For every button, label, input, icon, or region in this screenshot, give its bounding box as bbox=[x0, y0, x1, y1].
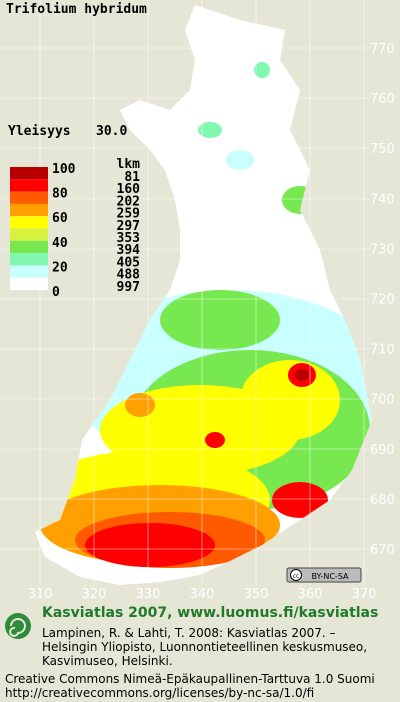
grid-y-label: 760 bbox=[370, 92, 395, 107]
legend-scale-label: 100 bbox=[52, 162, 76, 177]
count-header: lkm bbox=[117, 157, 141, 172]
grid-x-label: 340 bbox=[190, 587, 215, 602]
legend-count: 81 bbox=[124, 170, 140, 185]
grid-x-label: 350 bbox=[244, 587, 269, 602]
legend-count: 297 bbox=[117, 219, 140, 234]
grid-y-label: 690 bbox=[370, 443, 395, 458]
grid-x-label: 310 bbox=[28, 587, 53, 602]
grid-y-label: 740 bbox=[370, 192, 395, 207]
legend-swatch bbox=[10, 240, 48, 254]
grid-lines bbox=[0, 0, 370, 585]
frequency-value: 30.0 bbox=[96, 124, 127, 139]
legend-swatch bbox=[10, 203, 48, 217]
license-line: Creative Commons Nimeä-Epäkaupallinen-Ta… bbox=[5, 672, 375, 686]
frequency-label: Yleisyys bbox=[8, 124, 71, 139]
cc-badge: cc BY-NC-SA bbox=[286, 567, 362, 583]
distribution bbox=[35, 5, 372, 585]
legend-count: 394 bbox=[117, 243, 141, 258]
legend-swatch bbox=[10, 253, 48, 266]
grid-y-label: 680 bbox=[370, 493, 395, 508]
citation-line: Kasvimuseo, Helsinki. bbox=[42, 654, 173, 668]
legend-swatch bbox=[10, 228, 48, 241]
legend-scale-label: 80 bbox=[52, 187, 68, 202]
legend-count: 405 bbox=[117, 255, 140, 270]
legend-count: 353 bbox=[117, 231, 140, 246]
grid-y-label: 720 bbox=[370, 293, 395, 308]
legend-scale-label: 60 bbox=[52, 211, 68, 226]
badge-label: BY-NC-SA bbox=[311, 572, 349, 581]
legend-count: 997 bbox=[117, 280, 140, 295]
grid-x-label: 330 bbox=[136, 587, 161, 602]
grid-x-label: 370 bbox=[352, 587, 377, 602]
legend-scale-label: 20 bbox=[52, 260, 68, 275]
legend-count: 160 bbox=[117, 182, 141, 197]
legend-swatch bbox=[10, 179, 48, 192]
license-line: http://creativecommons.org/licenses/by-n… bbox=[5, 686, 314, 700]
citation-line: Lampinen, R. & Lahti, T. 2008: Kasviatla… bbox=[42, 626, 336, 640]
logo bbox=[5, 613, 31, 639]
grid-y-label: 730 bbox=[370, 242, 395, 257]
legend-count: 259 bbox=[117, 207, 140, 222]
citation-line: Helsingin Yliopisto, Luonnontieteellinen… bbox=[42, 640, 367, 654]
legend-count: 202 bbox=[117, 194, 140, 209]
grid-y-label: 770 bbox=[370, 42, 395, 57]
grid-x-label: 360 bbox=[298, 587, 323, 602]
grid-y-label: 670 bbox=[370, 543, 395, 558]
legend-swatch bbox=[10, 167, 48, 180]
legend-swatch bbox=[10, 191, 48, 204]
grid-x-label: 320 bbox=[82, 587, 107, 602]
legend-swatch bbox=[10, 216, 48, 229]
species-title: Trifolium hybridum bbox=[6, 2, 147, 17]
legend-scale-label: 0 bbox=[52, 285, 60, 300]
grid-y-label: 700 bbox=[370, 393, 395, 408]
legend-swatch bbox=[10, 265, 48, 278]
site-link[interactable]: Kasviatlas 2007, www.luomus.fi/kasviatla… bbox=[42, 605, 378, 621]
legend-scale-label: 40 bbox=[52, 236, 68, 251]
grid-y-label: 710 bbox=[370, 343, 395, 358]
legend-swatch bbox=[10, 277, 48, 290]
legend-count: 488 bbox=[117, 268, 141, 283]
grid-y-label: 750 bbox=[370, 142, 395, 157]
svg-text:cc: cc bbox=[293, 573, 300, 580]
